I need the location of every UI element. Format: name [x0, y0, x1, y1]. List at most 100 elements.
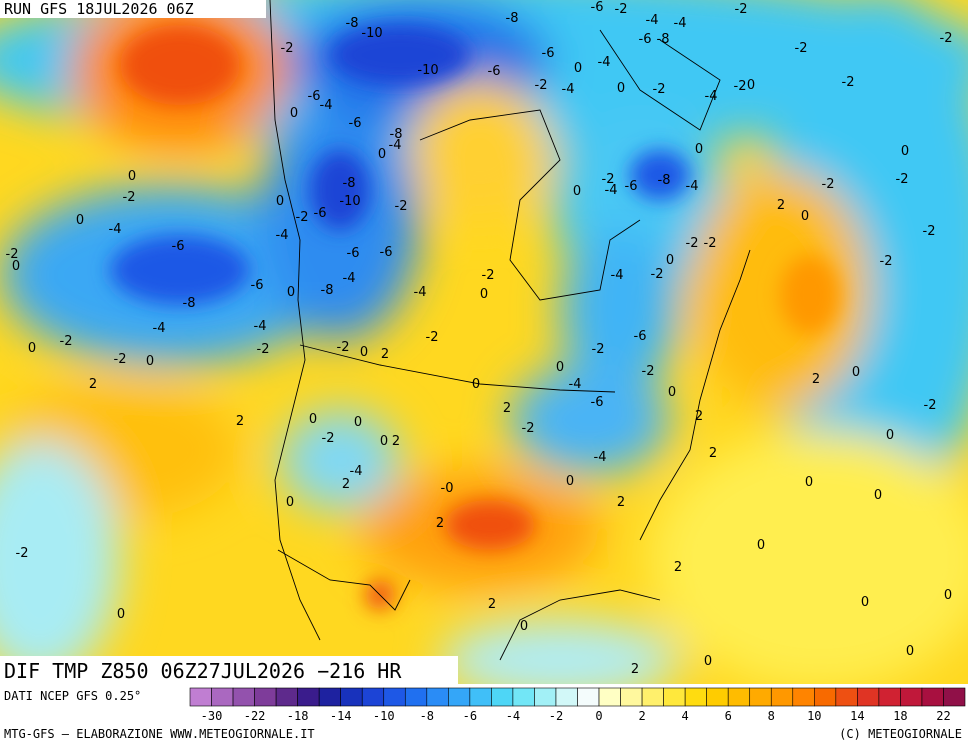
- contour-label: -2: [651, 267, 664, 282]
- contour-label: -4: [343, 271, 356, 286]
- contour-label: -6: [251, 278, 264, 293]
- contour-label: 2: [392, 434, 400, 449]
- contour-label: -2: [653, 82, 666, 97]
- contour-label: -10: [361, 26, 382, 41]
- contour-label: -0: [441, 481, 454, 496]
- colorbar-tick-label: 6: [725, 709, 732, 723]
- contour-label: 0: [757, 538, 765, 553]
- contour-label: -6: [349, 116, 362, 131]
- contour-label: -4: [611, 268, 624, 283]
- colorbar-tick-label: -10: [373, 709, 395, 723]
- contour-label: 0: [901, 144, 909, 159]
- colorbar-swatch: [598, 687, 621, 707]
- contour-label: 2: [436, 516, 444, 531]
- contour-label: -6: [172, 239, 185, 254]
- contour-label: 0: [906, 644, 914, 659]
- contour-label: -8: [343, 176, 356, 191]
- colorbar-swatch: [297, 687, 320, 707]
- colorbar-swatch: [684, 687, 707, 707]
- contour-label: -8: [390, 127, 403, 142]
- contour-label: 2: [812, 372, 820, 387]
- contour-label: -4: [705, 89, 718, 104]
- colorbar-swatch: [835, 687, 858, 707]
- title-box: [0, 656, 458, 684]
- footer-right: (C) METEOGIORNALE: [839, 727, 962, 741]
- contour-label: 0: [520, 619, 528, 634]
- contour-label: -4: [594, 450, 607, 465]
- contour-label: 0: [287, 285, 295, 300]
- contour-label: 0: [12, 259, 20, 274]
- header-box: [0, 0, 266, 18]
- colorbar-swatch: [943, 687, 966, 707]
- footer-left: MTG-GFS — ELABORAZIONE WWW.METEOGIORNALE…: [4, 727, 315, 741]
- colorbar-swatch: [361, 687, 385, 707]
- contour-label: -2: [592, 342, 605, 357]
- contour-label: -6: [639, 32, 652, 47]
- colorbar-swatch: [448, 687, 471, 707]
- contour-label: -4: [276, 228, 289, 243]
- colorbar-swatch: [189, 687, 212, 707]
- contour-label: 2: [709, 446, 717, 461]
- contour-label: 0: [480, 287, 488, 302]
- contour-label: 2: [236, 414, 244, 429]
- contour-label: -2: [734, 79, 747, 94]
- contour-label: -4: [686, 179, 699, 194]
- colorbar-tick-label: 4: [682, 709, 689, 723]
- colorbar-swatch: [857, 687, 880, 707]
- contour-label: -2: [615, 2, 628, 17]
- contour-label: -8: [321, 283, 334, 298]
- contour-label: 0: [380, 434, 388, 449]
- contour-label: 0: [704, 654, 712, 669]
- contour-label: 0: [28, 341, 36, 356]
- contour-label: -6: [625, 179, 638, 194]
- colorbar-swatch: [512, 687, 535, 707]
- contour-label: 2: [617, 495, 625, 510]
- colorbar-swatch: [491, 687, 514, 707]
- contour-label: 2: [503, 401, 511, 416]
- contour-label: 0: [117, 607, 125, 622]
- contour-label: -2: [924, 398, 937, 413]
- contour-label: 2: [342, 477, 350, 492]
- contour-label: -8: [346, 16, 359, 31]
- contour-label: -4: [109, 222, 122, 237]
- contour-label: 0: [852, 365, 860, 380]
- colorbar-tick-label: 10: [807, 709, 821, 723]
- contour-label: 0: [574, 61, 582, 76]
- colorbar-tick-label: -8: [420, 709, 434, 723]
- colorbar-swatch: [469, 687, 492, 707]
- colorbar-swatch: [878, 687, 901, 707]
- contour-label: 0: [276, 194, 284, 209]
- colorbar-tick-label: -4: [506, 709, 520, 723]
- contour-label: 2: [674, 560, 682, 575]
- contour-label: -6: [591, 0, 604, 15]
- contour-label: -6: [380, 245, 393, 260]
- colorbar-tick-label: 2: [638, 709, 645, 723]
- colorbar-tick-label: -6: [463, 709, 477, 723]
- contour-label: 0: [360, 345, 368, 360]
- contour-label: -2: [822, 177, 835, 192]
- colorbar-tick-label: 14: [850, 709, 864, 723]
- contour-label: 0: [472, 377, 480, 392]
- contour-label: 2: [488, 597, 496, 612]
- colorbar-swatch: [577, 687, 600, 707]
- contour-label: -2: [482, 268, 495, 283]
- contour-label: -4: [598, 55, 611, 70]
- contour-label: -2: [257, 342, 270, 357]
- colorbar-swatch: [232, 687, 255, 707]
- contour-label: -6: [591, 395, 604, 410]
- contour-label: -6: [308, 89, 321, 104]
- contour-label: -4: [320, 98, 333, 113]
- colorbar-swatch: [318, 687, 341, 707]
- contour-label: 0: [354, 415, 362, 430]
- contour-label: -2: [281, 41, 294, 56]
- colorbar-swatch: [555, 687, 578, 707]
- contour-label: -4: [646, 13, 659, 28]
- contour-label: -2: [426, 330, 439, 345]
- colorbar-swatch: [641, 687, 664, 707]
- contour-label: 2: [381, 347, 389, 362]
- contour-label: 0: [309, 412, 317, 427]
- contour-label: -2: [795, 41, 808, 56]
- contour-label: -10: [417, 63, 438, 78]
- contour-label: -4: [254, 319, 267, 334]
